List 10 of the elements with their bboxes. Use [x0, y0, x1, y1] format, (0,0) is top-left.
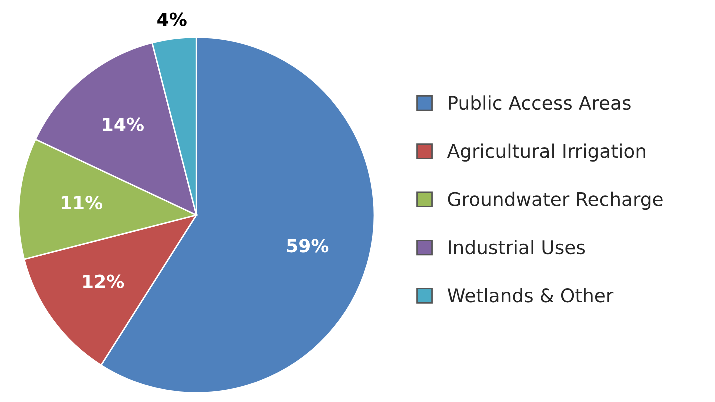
- legend-label: Agricultural Irrigation: [447, 144, 646, 162]
- legend-label: Wetlands & Other: [448, 288, 614, 303]
- data-label: 59%: [287, 239, 329, 253]
- legend-label: Industrial Uses: [449, 240, 586, 255]
- data-label: 14%: [103, 118, 144, 132]
- data-label: 11%: [62, 196, 103, 210]
- data-label: 4%: [158, 12, 187, 26]
- legend-label: Groundwater Recharge: [448, 192, 663, 210]
- data-label: 12%: [84, 274, 124, 288]
- legend-label: Public Access Areas: [449, 96, 631, 110]
